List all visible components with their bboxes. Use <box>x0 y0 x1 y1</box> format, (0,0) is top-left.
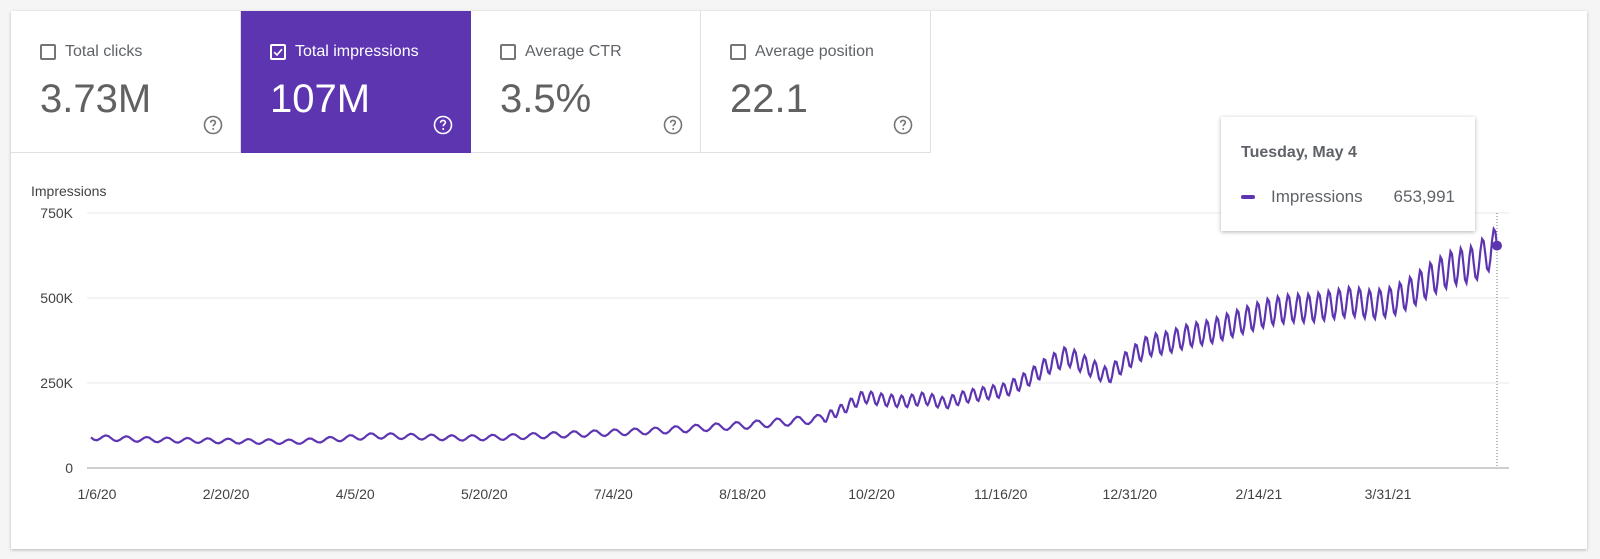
x-tick-label: 7/4/20 <box>594 486 633 502</box>
metric-total-impressions[interactable]: Total impressions 107M <box>241 11 471 153</box>
metric-average-ctr[interactable]: Average CTR 3.5% <box>471 11 701 153</box>
metric-header: Average CTR <box>500 43 622 61</box>
metric-label: Average position <box>755 43 874 60</box>
impressions-chart: Impressions 0 250K 500K 750K 1/6/20 2/20/20 4… <box>31 183 1509 502</box>
x-tick-label: 12/31/20 <box>1103 486 1158 502</box>
hover-point[interactable] <box>1492 240 1502 251</box>
x-tick-label: 1/6/20 <box>78 486 117 502</box>
performance-card: Impressions 0 250K 500K 750K 1/6/20 2/20/20 4… <box>11 11 1587 549</box>
help-circle-icon[interactable] <box>893 115 913 135</box>
metric-cards: Total clicks 3.73M Total impressions 107M Av… <box>11 11 931 153</box>
metric-value: 107M <box>270 77 371 121</box>
x-tick-label: 5/20/20 <box>461 486 508 502</box>
chart-gridlines <box>87 212 1509 469</box>
tooltip-value: 653,991 <box>1393 187 1455 206</box>
impressions-series-line <box>90 225 1499 446</box>
metric-label: Total impressions <box>295 43 419 60</box>
y-tick-label: 500K <box>40 290 73 306</box>
checkbox-icon[interactable] <box>270 44 286 60</box>
x-tick-label: 3/31/21 <box>1365 486 1412 502</box>
checkbox-icon[interactable] <box>730 44 746 60</box>
x-tick-label: 10/2/20 <box>848 486 895 502</box>
y-axis-label: Impressions <box>31 183 106 199</box>
x-axis-ticks: 1/6/20 2/20/20 4/5/20 5/20/20 7/4/20 8/18/20 1… <box>78 486 1412 502</box>
checkmark-icon <box>273 48 283 57</box>
metric-label: Total clicks <box>65 43 143 60</box>
x-tick-label: 11/16/20 <box>974 486 1028 502</box>
y-tick-label: 250K <box>40 375 73 391</box>
x-tick-label: 8/18/20 <box>719 486 766 502</box>
help-circle-icon[interactable] <box>203 115 223 135</box>
metric-value: 22.1 <box>730 77 808 121</box>
x-tick-label: 2/14/21 <box>1236 486 1283 502</box>
metric-total-clicks[interactable]: Total clicks 3.73M <box>11 11 241 153</box>
y-tick-label: 750K <box>40 205 73 221</box>
metric-value: 3.73M <box>40 77 152 121</box>
metric-value: 3.5% <box>500 77 592 121</box>
tooltip-series-name: Impressions <box>1271 187 1363 206</box>
metric-header: Total clicks <box>40 43 142 61</box>
x-tick-label: 4/5/20 <box>336 486 375 502</box>
help-circle-icon[interactable] <box>663 115 683 135</box>
checkbox-icon[interactable] <box>500 44 516 60</box>
tooltip-series-swatch <box>1241 195 1255 199</box>
chart-tooltip: Tuesday, May 4 Impressions 653,991 <box>1221 117 1475 231</box>
metric-average-position[interactable]: Average position 22.1 <box>701 11 931 153</box>
x-tick-label: 2/20/20 <box>203 486 250 502</box>
metric-header: Average position <box>730 43 874 61</box>
y-tick-label: 0 <box>65 460 73 476</box>
help-circle-icon[interactable] <box>433 115 453 135</box>
y-axis-ticks: 0 250K 500K 750K <box>40 205 73 476</box>
checkbox-icon[interactable] <box>40 44 56 60</box>
tooltip-date: Tuesday, May 4 <box>1241 144 1357 161</box>
metric-label: Average CTR <box>525 43 622 60</box>
metric-header: Total impressions <box>270 43 419 61</box>
